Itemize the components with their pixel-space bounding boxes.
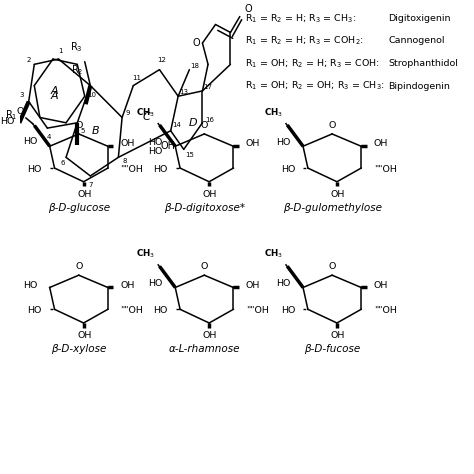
Text: 7: 7: [88, 182, 92, 188]
Text: β-D-digitoxose*: β-D-digitoxose*: [164, 203, 245, 213]
Text: HO: HO: [276, 138, 291, 147]
Text: HO: HO: [153, 164, 167, 173]
Text: HO: HO: [276, 279, 291, 288]
Text: Cannogenol: Cannogenol: [388, 36, 445, 46]
Text: R$_1$: R$_1$: [5, 109, 18, 122]
Text: C: C: [143, 112, 150, 122]
Text: CH$_3$: CH$_3$: [264, 248, 283, 260]
Text: OH: OH: [246, 139, 260, 148]
Text: R$_3$: R$_3$: [70, 40, 83, 54]
Text: HO: HO: [27, 164, 42, 173]
Text: 18: 18: [191, 63, 200, 69]
Text: OH: OH: [203, 331, 217, 340]
Text: A: A: [51, 86, 59, 96]
Text: OH: OH: [77, 331, 91, 340]
Text: 6: 6: [60, 160, 64, 165]
Text: α-L-rhamnose: α-L-rhamnose: [169, 344, 240, 354]
Text: HO: HO: [0, 117, 15, 126]
Text: ""OH: ""OH: [374, 164, 397, 173]
Text: Bipindogenin: Bipindogenin: [388, 82, 450, 91]
Text: 4: 4: [47, 135, 51, 140]
Text: ""OH: ""OH: [120, 306, 143, 315]
Text: OH: OH: [246, 281, 260, 290]
Text: R$_2$: R$_2$: [71, 64, 83, 77]
Text: O: O: [201, 121, 208, 130]
Text: O: O: [75, 262, 82, 271]
Text: R$_1$ = R$_2$ = H; R$_3$ = COH$_2$:: R$_1$ = R$_2$ = H; R$_3$ = COH$_2$:: [245, 35, 364, 47]
Text: CH$_3$: CH$_3$: [137, 107, 155, 119]
Text: OH: OH: [120, 139, 135, 148]
Text: HO: HO: [281, 164, 295, 173]
Text: 2: 2: [27, 57, 31, 64]
Text: O: O: [328, 121, 336, 130]
Text: 8: 8: [123, 158, 127, 164]
Text: OH: OH: [161, 141, 176, 151]
Text: 3: 3: [20, 92, 24, 98]
Text: O: O: [192, 38, 200, 48]
Text: 12: 12: [157, 57, 166, 64]
Text: OH: OH: [120, 281, 135, 290]
Text: 14: 14: [172, 122, 181, 128]
Text: CH$_3$: CH$_3$: [264, 107, 283, 119]
Text: OH: OH: [374, 139, 388, 148]
Text: O: O: [75, 121, 82, 130]
Text: HO: HO: [148, 147, 163, 156]
Text: 1: 1: [58, 48, 63, 54]
Text: R$_1$ = OH; R$_2$ = OH; R$_3$ = CH$_3$:: R$_1$ = OH; R$_2$ = OH; R$_3$ = CH$_3$:: [245, 80, 384, 92]
Text: OH: OH: [374, 281, 388, 290]
Text: O: O: [201, 262, 208, 271]
Text: 16: 16: [205, 117, 214, 123]
Text: 9: 9: [126, 110, 130, 117]
Text: 10: 10: [87, 92, 96, 98]
Text: β-D-glucose: β-D-glucose: [48, 203, 110, 213]
Text: β-D-xylose: β-D-xylose: [51, 344, 107, 354]
Text: B: B: [92, 126, 100, 136]
Text: HO: HO: [148, 279, 163, 288]
Text: OH: OH: [331, 331, 345, 340]
Text: 11: 11: [133, 74, 142, 81]
Text: β-D-gulomethylose: β-D-gulomethylose: [283, 203, 382, 213]
Text: D: D: [189, 118, 197, 128]
Text: OH: OH: [331, 190, 345, 199]
Text: HO: HO: [23, 137, 37, 146]
Text: OH: OH: [77, 190, 91, 199]
Text: ""OH: ""OH: [120, 164, 143, 173]
Text: 13: 13: [179, 89, 188, 95]
Text: R$_1$ = OH; R$_2$ = H; R$_3$ = COH:: R$_1$ = OH; R$_2$ = H; R$_3$ = COH:: [245, 57, 380, 70]
Text: CH$_3$: CH$_3$: [137, 248, 155, 260]
Text: HO: HO: [148, 138, 163, 147]
Text: Strophanthidol: Strophanthidol: [388, 59, 458, 68]
Text: HO: HO: [27, 306, 42, 315]
Text: Digitoxigenin: Digitoxigenin: [388, 14, 451, 23]
Text: HO: HO: [23, 281, 37, 290]
Text: HO: HO: [281, 306, 295, 315]
Text: OH: OH: [203, 190, 217, 199]
Text: HO: HO: [153, 306, 167, 315]
Text: 5: 5: [81, 128, 85, 134]
Text: ""OH: ""OH: [246, 306, 269, 315]
Text: O: O: [16, 107, 24, 116]
Text: ""OH: ""OH: [374, 306, 397, 315]
Text: A: A: [51, 91, 59, 101]
Text: β-D-fucose: β-D-fucose: [304, 344, 360, 354]
Text: 15: 15: [185, 152, 194, 158]
Text: O: O: [328, 262, 336, 271]
Text: O: O: [244, 4, 252, 14]
Text: R$_1$ = R$_2$ = H; R$_3$ = CH$_3$:: R$_1$ = R$_2$ = H; R$_3$ = CH$_3$:: [245, 12, 356, 25]
Text: 17: 17: [203, 84, 212, 90]
